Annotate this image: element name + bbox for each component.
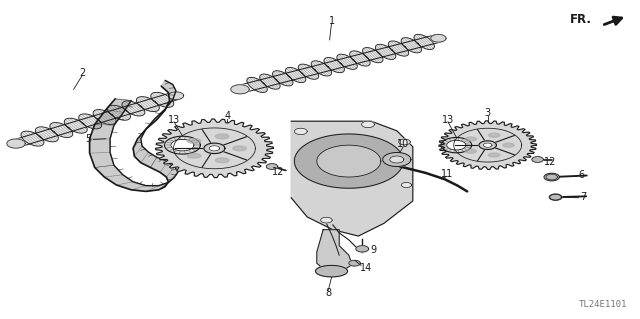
Text: 5: 5 [85,134,92,144]
Polygon shape [414,34,435,49]
Polygon shape [171,139,194,151]
Polygon shape [168,92,184,100]
Text: 12: 12 [544,157,557,167]
Polygon shape [441,137,472,153]
Polygon shape [488,133,500,137]
Polygon shape [316,265,348,277]
Polygon shape [465,137,476,141]
Polygon shape [546,174,557,180]
Polygon shape [431,34,446,42]
Text: 2: 2 [79,68,85,78]
Polygon shape [465,149,476,153]
Text: 13: 13 [442,115,454,125]
Polygon shape [64,118,87,133]
Polygon shape [273,71,293,86]
Text: 6: 6 [578,170,584,181]
Text: 12: 12 [272,167,285,177]
Polygon shape [317,230,352,273]
Polygon shape [21,131,44,146]
Polygon shape [532,157,543,162]
Polygon shape [439,121,536,169]
Polygon shape [187,153,201,158]
Polygon shape [266,164,278,169]
Polygon shape [204,143,225,153]
Text: 4: 4 [224,111,230,122]
Text: 14: 14 [360,263,372,273]
Text: 7: 7 [580,192,587,202]
Polygon shape [401,38,422,53]
Text: 1: 1 [328,16,335,26]
Polygon shape [337,54,357,69]
Polygon shape [317,145,381,177]
Polygon shape [156,119,273,178]
Text: 10: 10 [397,139,410,149]
Polygon shape [362,48,383,63]
Polygon shape [79,114,102,129]
Polygon shape [35,127,58,142]
Text: 13: 13 [168,115,180,125]
Polygon shape [349,51,370,66]
Polygon shape [401,182,412,188]
Polygon shape [122,101,145,116]
Polygon shape [311,61,332,76]
Polygon shape [356,246,369,252]
Polygon shape [164,136,200,154]
Polygon shape [390,156,404,163]
Polygon shape [151,92,173,107]
Polygon shape [294,128,307,135]
Polygon shape [216,134,229,139]
Text: 9: 9 [371,245,377,256]
Polygon shape [187,138,201,143]
Polygon shape [209,146,220,151]
Polygon shape [550,194,561,200]
Polygon shape [362,121,374,128]
Polygon shape [50,122,73,137]
Polygon shape [383,152,411,167]
Polygon shape [399,139,410,145]
Polygon shape [488,153,500,157]
Text: TL24E1101: TL24E1101 [579,300,627,309]
Polygon shape [483,143,492,147]
Polygon shape [549,194,562,200]
Polygon shape [90,80,178,191]
Polygon shape [7,139,25,148]
Polygon shape [136,97,159,112]
Polygon shape [233,146,246,151]
Text: 8: 8 [325,288,332,298]
Polygon shape [324,57,344,73]
Polygon shape [247,78,268,93]
Polygon shape [376,44,396,59]
Polygon shape [544,173,559,181]
Polygon shape [231,85,249,94]
Text: 3: 3 [484,108,491,118]
Polygon shape [216,158,229,163]
Polygon shape [298,64,319,79]
Polygon shape [260,74,280,89]
Polygon shape [503,143,514,147]
Polygon shape [93,110,116,124]
Polygon shape [108,105,131,120]
Polygon shape [321,217,332,223]
Polygon shape [294,134,403,188]
Text: 11: 11 [440,169,453,179]
Polygon shape [447,140,466,150]
Polygon shape [349,260,360,266]
Polygon shape [479,141,497,150]
Text: FR.: FR. [570,13,592,26]
Polygon shape [388,41,409,56]
Polygon shape [285,67,306,83]
Polygon shape [291,121,413,236]
